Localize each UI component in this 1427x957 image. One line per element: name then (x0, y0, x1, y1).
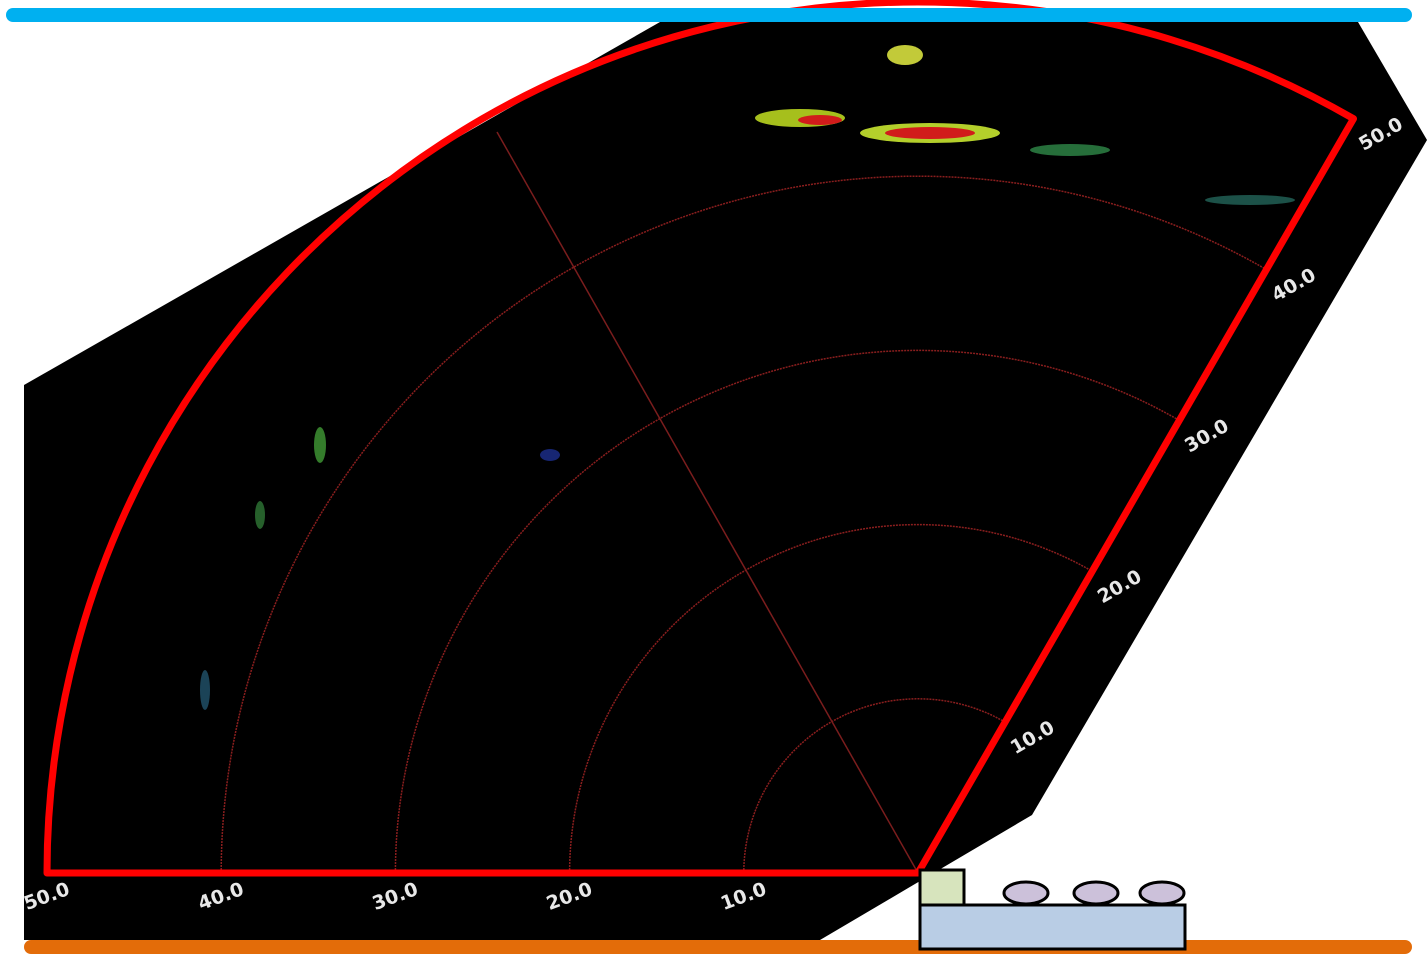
ship-deck-item (1004, 882, 1048, 904)
ship-hull (920, 905, 1185, 949)
ship-icon (920, 870, 1185, 949)
echo (1205, 195, 1295, 205)
echo (798, 115, 842, 125)
sonar-background (24, 22, 1427, 940)
sonar-display: 10.020.030.040.050.010.020.030.040.050.0 (0, 0, 1427, 957)
top-bar (6, 8, 1412, 22)
echo (314, 427, 326, 463)
echo (885, 127, 975, 139)
bottom-bar (24, 940, 1412, 954)
echo (255, 501, 265, 529)
echo (1030, 144, 1110, 156)
echo (887, 45, 923, 65)
echo (200, 670, 210, 710)
echo (540, 449, 560, 461)
ship-deck-item (1074, 882, 1118, 904)
ship-deck-item (1140, 882, 1184, 904)
ship-transducer (920, 870, 964, 905)
